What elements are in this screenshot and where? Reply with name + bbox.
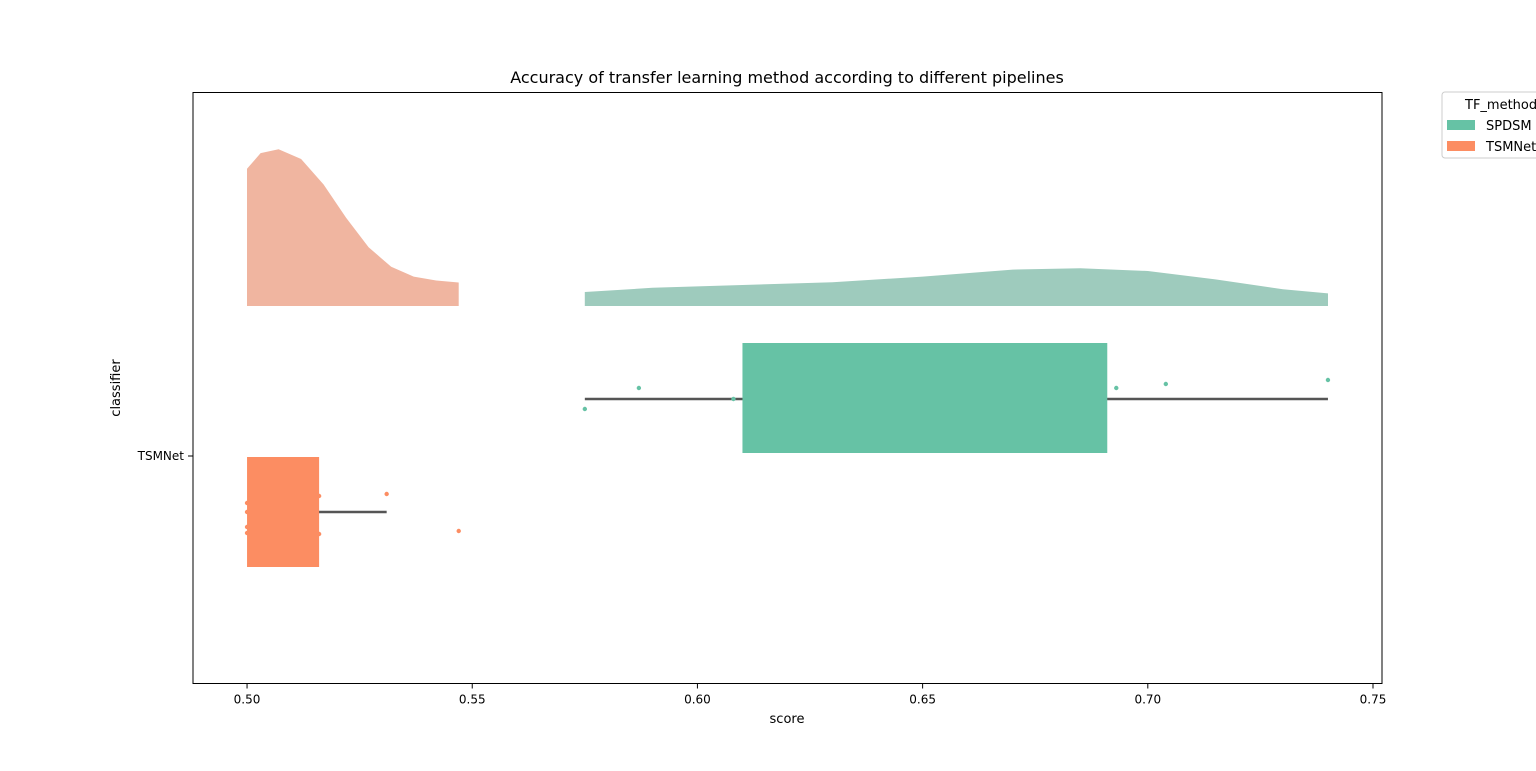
plot-area-frame (192, 92, 1383, 684)
x-axis: 0.50 0.55 0.60 0.65 0.70 0.75 (234, 683, 1387, 707)
box-plots (247, 343, 1328, 567)
point-spdsm (731, 396, 736, 402)
legend-label-spdsm: SPDSM (1486, 119, 1532, 134)
x-tick-label: 0.65 (909, 693, 936, 707)
y-axis-label: classifier (109, 359, 124, 417)
point-spdsm (582, 406, 588, 412)
point-tsmnet (244, 524, 250, 530)
x-axis-label: score (770, 712, 805, 727)
x-tick-label: 0.75 (1360, 693, 1387, 707)
point-spdsm (636, 385, 642, 391)
density-clouds (247, 149, 1328, 306)
legend-swatch-spdsm (1447, 120, 1475, 130)
x-tick-label: 0.70 (1134, 693, 1161, 707)
point-tsmnet (244, 509, 250, 515)
y-axis: TSMNet (137, 449, 193, 463)
box-spdsm (742, 343, 1108, 453)
point-spdsm (1325, 377, 1331, 383)
point-spdsm (1163, 381, 1169, 387)
box-tsmnet (247, 457, 320, 567)
point-tsmnet (384, 491, 389, 497)
point-tsmnet (316, 493, 322, 499)
x-tick-label: 0.50 (234, 693, 261, 707)
point-tsmnet (244, 500, 250, 506)
point-tsmnet (456, 528, 461, 534)
y-tick-label: TSMNet (137, 449, 185, 463)
point-spdsm (1114, 385, 1119, 391)
point-tsmnet (244, 530, 250, 536)
chart-title: Accuracy of transfer learning method acc… (510, 68, 1064, 87)
point-tsmnet (316, 531, 322, 537)
legend-swatch-tsmnet (1447, 141, 1475, 151)
density-cloud-tsmnet (247, 149, 459, 306)
density-cloud-spdsm (584, 268, 1328, 306)
legend[interactable]: TF_method SPDSM TSMNet (1441, 91, 1536, 159)
strip-points (244, 377, 1331, 537)
x-tick-label: 0.55 (459, 693, 486, 707)
legend-title: TF_method (1464, 98, 1536, 113)
legend-label-tsmnet: TSMNet (1485, 140, 1536, 155)
x-tick-label: 0.60 (684, 693, 711, 707)
